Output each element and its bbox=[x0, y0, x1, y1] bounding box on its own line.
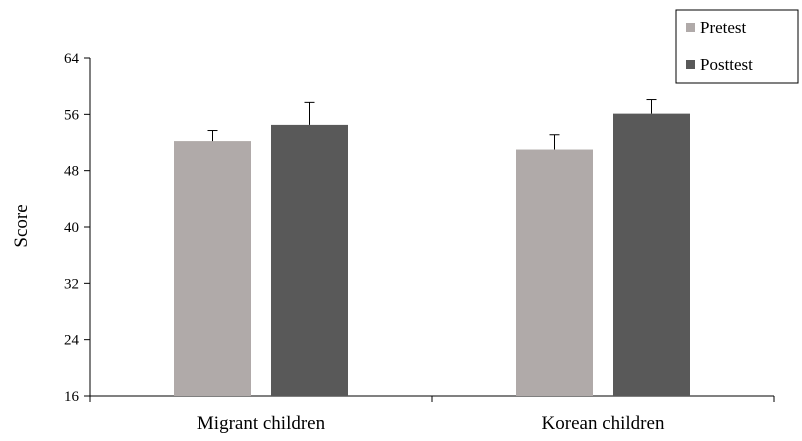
y-tick-label: 56 bbox=[64, 107, 80, 123]
bar-posttest-2 bbox=[613, 113, 690, 397]
legend-box bbox=[675, 9, 799, 84]
x-axis-labels: Migrant children Korean children bbox=[197, 413, 665, 434]
bar-pretest-1 bbox=[174, 141, 251, 396]
bar-posttest-1 bbox=[271, 124, 348, 396]
legend-label-pretest: Pretest bbox=[700, 18, 747, 37]
y-axis-title: Score bbox=[11, 204, 32, 247]
y-tick-label: 24 bbox=[64, 333, 80, 349]
y-tick-label: 48 bbox=[64, 164, 79, 180]
legend-swatch-posttest bbox=[686, 60, 695, 69]
legend-swatch-pretest bbox=[686, 23, 695, 32]
bars bbox=[174, 113, 690, 397]
y-tick-label: 32 bbox=[64, 276, 79, 292]
bar-pretest-2 bbox=[516, 149, 593, 396]
y-tick-label: 40 bbox=[64, 220, 79, 236]
y-tick-label: 64 bbox=[64, 51, 80, 67]
y-axis-ticks: 16 24 32 40 48 56 64 bbox=[64, 51, 90, 405]
y-tick-label: 16 bbox=[64, 389, 80, 405]
x-category-label: Migrant children bbox=[197, 413, 326, 434]
error-bars bbox=[207, 99, 657, 150]
x-category-label: Korean children bbox=[542, 413, 665, 434]
legend: Pretest Posttest bbox=[675, 9, 799, 84]
legend-label-posttest: Posttest bbox=[700, 55, 753, 74]
